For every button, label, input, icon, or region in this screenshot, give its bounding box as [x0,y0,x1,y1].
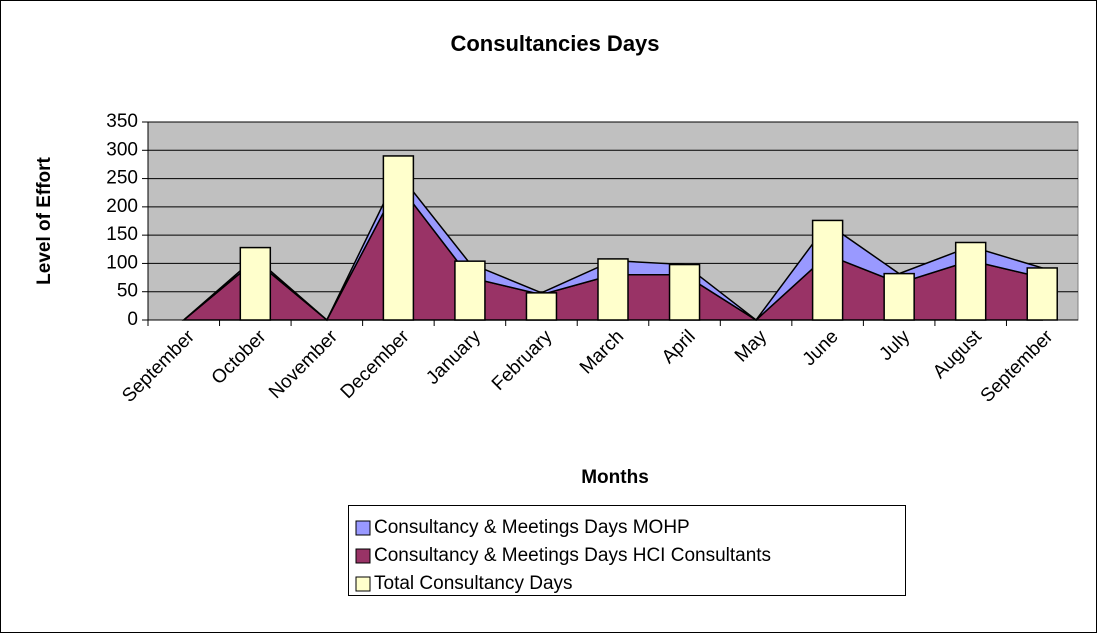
bar [382,155,415,321]
bar [1026,267,1058,321]
y-tick-label: 250 [106,168,138,189]
y-tick-label: 200 [106,196,138,217]
y-tick-label: 350 [106,111,138,132]
y-tick-label: 150 [106,224,138,245]
x-axis-label: Months [581,467,649,488]
bar [668,263,701,321]
bar [597,258,629,321]
legend-label: Consultancy & Meetings Days MOHP [374,517,690,538]
bar [883,272,915,321]
y-tick-label: 50 [117,281,138,302]
bar [954,241,987,321]
y-tick-label: 300 [106,139,138,160]
y-axis-label: Level of Effort [34,156,55,284]
y-tick-label: 0 [127,309,138,330]
bar [454,260,486,321]
legend [348,505,906,596]
legend-label: Total Consultancy Days [374,573,573,594]
legend-swatch [355,548,371,564]
legend-swatch [355,576,371,592]
bar [811,219,844,321]
legend-label: Consultancy & Meetings Days HCI Consulta… [374,545,771,566]
chart-title: Consultancies Days [450,31,659,56]
legend-swatch [355,520,371,536]
bar [525,292,558,321]
bar [239,246,272,321]
y-tick-label: 100 [106,252,138,273]
